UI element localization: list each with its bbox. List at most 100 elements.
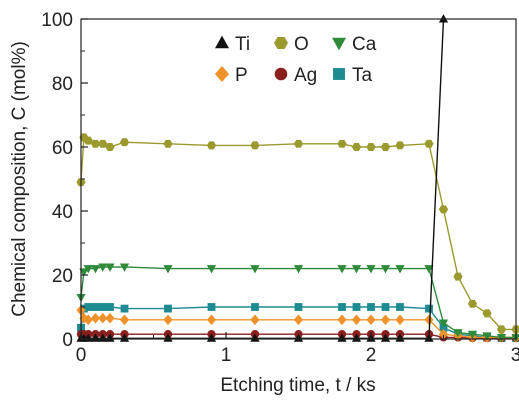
- legend-label-p: P: [235, 65, 248, 86]
- data-point-ca: [511, 333, 519, 343]
- series-o: [76, 133, 519, 334]
- data-point-ti: [119, 333, 130, 342]
- data-point-p: [337, 314, 347, 326]
- y-tick-label: 60: [52, 138, 73, 159]
- data-point-ca: [90, 265, 101, 274]
- data-point-ta: [84, 303, 93, 311]
- data-point-p: [293, 314, 304, 326]
- x-tick-label: 3: [511, 345, 519, 366]
- legend-marker-ta: [333, 68, 345, 80]
- legend-label-ti: Ti: [235, 34, 250, 55]
- data-point-p: [380, 314, 391, 326]
- y-tick-label: 40: [52, 202, 73, 223]
- y-tick-label: 100: [41, 10, 73, 31]
- data-point-o: [395, 141, 405, 150]
- data-point-o: [351, 143, 362, 151]
- data-point-ta: [251, 303, 259, 311]
- data-point-ca: [395, 265, 405, 274]
- data-point-ta: [98, 303, 107, 311]
- data-point-p: [83, 314, 93, 326]
- data-point-o: [380, 143, 391, 151]
- data-point-o: [98, 139, 108, 148]
- data-point-ti: [98, 333, 108, 342]
- data-point-ti: [250, 333, 260, 342]
- data-point-p: [119, 314, 130, 326]
- data-point-ta: [352, 303, 361, 311]
- data-point-ta: [381, 303, 390, 311]
- data-point-o: [293, 139, 304, 148]
- data-point-ta: [120, 304, 129, 313]
- legend-label-ag: Ag: [294, 65, 317, 86]
- data-point-ca: [424, 265, 434, 274]
- data-point-ca: [467, 330, 478, 340]
- data-point-p: [163, 314, 173, 326]
- axis-ticks: 0 1 2 3 0 20 40 60 80 100: [41, 10, 519, 366]
- data-point-o: [105, 143, 115, 151]
- data-point-o: [163, 139, 173, 148]
- data-point-p: [98, 312, 108, 324]
- legend-label-ta: Ta: [352, 65, 373, 86]
- x-tick-label: 0: [76, 345, 87, 366]
- series-line-o: [80, 136, 516, 331]
- data-point-ca: [453, 329, 463, 338]
- data-point-o: [250, 141, 260, 150]
- data-point-ti: [90, 333, 101, 342]
- data-point-o: [453, 272, 463, 281]
- data-point-o: [467, 299, 478, 308]
- legend-marker-p: [215, 65, 229, 83]
- legend-marker-ag: [274, 67, 288, 81]
- data-point-ti: [351, 333, 362, 342]
- data-point-ta: [338, 303, 346, 311]
- y-tick-label: 0: [62, 330, 73, 351]
- data-point-o: [90, 139, 101, 148]
- data-point-o: [424, 139, 434, 148]
- data-point-ca: [119, 263, 130, 272]
- data-point-ti: [395, 333, 405, 342]
- y-tick-label: 20: [52, 266, 73, 287]
- data-point-ca: [496, 333, 507, 343]
- data-point-o: [206, 141, 217, 150]
- legend-label-o: O: [294, 34, 309, 55]
- legend-marker-ca: [332, 37, 346, 51]
- data-point-ti: [424, 333, 434, 342]
- data-point-ti: [163, 333, 173, 342]
- legend-label-ca: Ca: [352, 34, 377, 55]
- x-tick-label: 2: [366, 345, 377, 366]
- data-point-o: [119, 138, 130, 147]
- data-point-p: [424, 314, 434, 326]
- series-line-ca: [80, 266, 516, 339]
- data-point-ta: [106, 303, 114, 311]
- data-point-o: [496, 325, 507, 334]
- data-point-ca: [351, 265, 362, 274]
- data-point-o: [366, 143, 376, 151]
- data-point-ca: [105, 263, 115, 272]
- data-point-ca: [250, 265, 260, 274]
- x-tick-label: 1: [221, 345, 232, 366]
- data-point-p: [351, 314, 362, 326]
- data-point-ca: [206, 265, 217, 274]
- data-point-o: [511, 325, 519, 334]
- data-point-ca: [98, 263, 108, 272]
- series-ca: [76, 263, 519, 343]
- data-point-p: [206, 314, 217, 326]
- data-point-ta: [164, 304, 172, 313]
- data-point-o: [83, 136, 93, 145]
- data-point-ca: [337, 265, 347, 274]
- legend-marker-o: [274, 36, 288, 50]
- data-point-ca: [366, 265, 376, 274]
- series-line-ti: [81, 18, 445, 340]
- series-ti: [76, 14, 449, 342]
- data-point-ca: [83, 265, 93, 274]
- data-point-ca: [79, 268, 89, 277]
- data-point-p: [366, 314, 376, 326]
- data-point-ti: [337, 333, 347, 342]
- data-point-ta: [91, 303, 100, 311]
- data-point-p: [395, 314, 405, 326]
- data-point-ca: [380, 265, 391, 274]
- data-point-ti: [206, 333, 217, 342]
- data-point-ti: [438, 14, 449, 23]
- data-point-ta: [396, 303, 404, 311]
- legend: Ti O Ca P Ag Ta: [215, 34, 377, 86]
- data-point-ta: [425, 304, 433, 313]
